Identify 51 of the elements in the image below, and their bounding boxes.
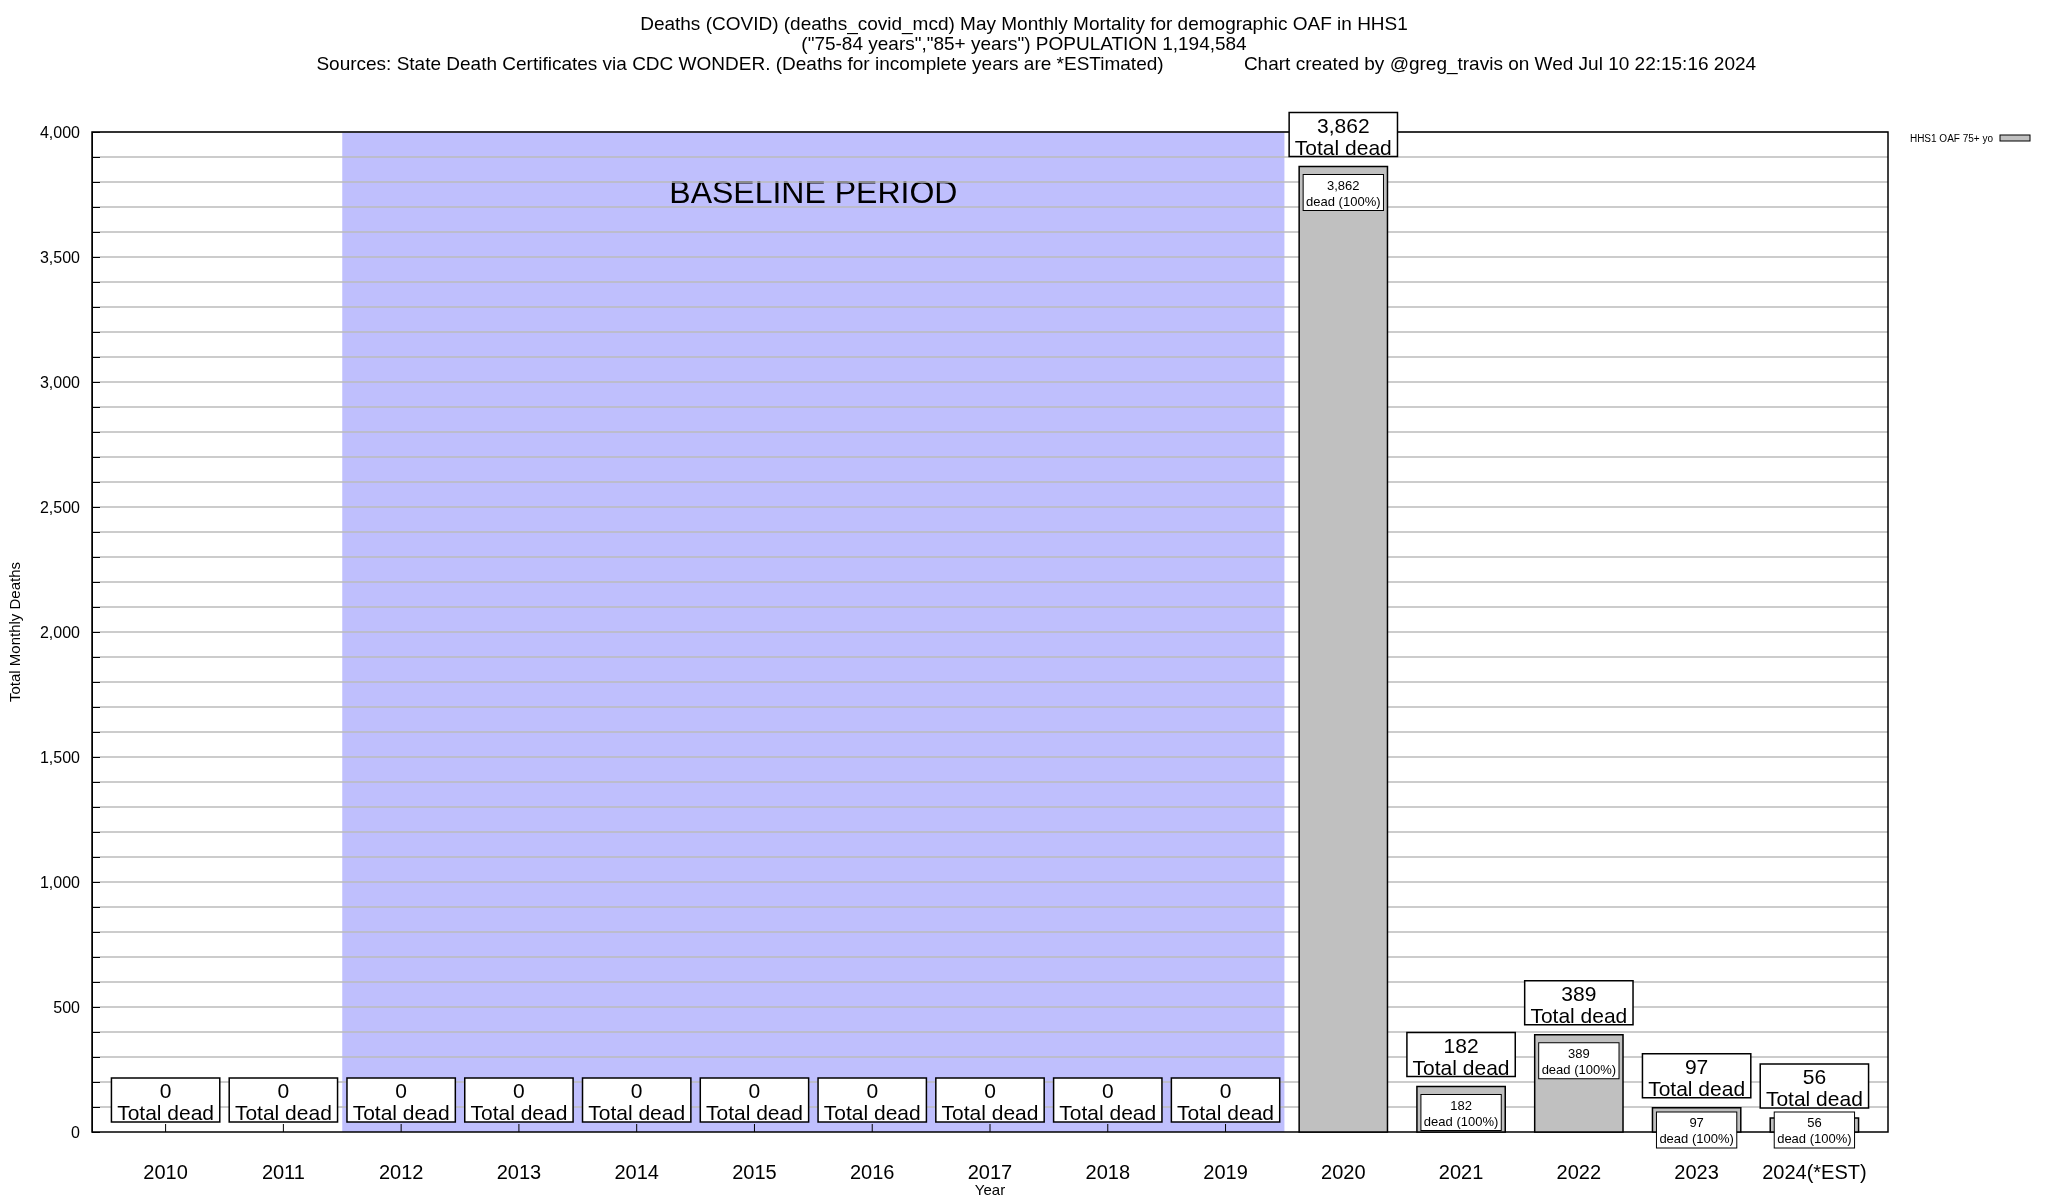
x-tick-label: 2018: [1085, 1161, 1131, 1183]
total-label: 182 Total dead: [1412, 1033, 1510, 1079]
x-tick-label: 2024(*EST): [1762, 1161, 1867, 1183]
y-tick-label: 1,500: [39, 748, 81, 766]
chart-title: Deaths (COVID) (deaths_covid_mcd) May Monthly Mortality for demographic OAF in HHS1: [640, 13, 1408, 35]
x-tick-label: 2010: [143, 1161, 188, 1183]
x-tick-label: 2012: [378, 1161, 424, 1183]
x-tick-label: 2019: [1203, 1161, 1248, 1183]
y-tick-label: 3,500: [39, 248, 81, 266]
total-label: 0 Total dead: [234, 1079, 332, 1124]
total-label: 0 Total dead: [588, 1079, 686, 1124]
y-axis-title: Total Monthly Deaths: [6, 561, 23, 703]
total-label: 0 Total dead: [470, 1079, 568, 1124]
x-axis-title: Year: [974, 1181, 1006, 1198]
legend-label: HHS1 OAF 75+ yo: [1909, 133, 1994, 144]
total-label: 97 Total dead: [1648, 1054, 1746, 1100]
x-tick-label: 2014: [614, 1161, 659, 1183]
y-tick-label: 4,000: [39, 123, 81, 141]
x-tick-label: 2022: [1556, 1161, 1602, 1183]
total-label: 3,862 Total dead: [1294, 113, 1392, 159]
total-label: 389 Total dead: [1530, 981, 1628, 1027]
y-tick-label: 500: [53, 998, 81, 1016]
band-label: BASELINE PERIOD: [669, 174, 958, 210]
total-label: 0 Total dead: [941, 1079, 1039, 1124]
total-label: 0 Total dead: [352, 1079, 450, 1124]
x-tick-label: 2013: [496, 1161, 542, 1183]
total-label: 0 Total dead: [1177, 1079, 1274, 1124]
total-label: 56 Total dead: [1765, 1065, 1863, 1110]
x-tick-label: 2021: [1438, 1161, 1484, 1183]
total-label: 0 Total dead: [117, 1079, 215, 1124]
x-tick-label: 2015: [732, 1161, 777, 1183]
y-tick-label: 2,500: [39, 498, 81, 516]
text: Chart created by @greg_travis on Wed Jul 10 22:15:16 2024: [1243, 53, 1757, 75]
y-tick-label: 1,000: [39, 873, 81, 891]
x-tick-label: 2017: [967, 1161, 1013, 1183]
y-tick-label: 2,000: [39, 623, 81, 641]
data-label: 389 dead (100%): [1541, 1045, 1617, 1077]
x-tick-label: 2023: [1674, 1161, 1719, 1183]
data-label: 182 dead (100%): [1423, 1097, 1499, 1129]
total-label: 0 Total dead: [823, 1079, 921, 1124]
total-label: 0 Total dead: [706, 1079, 803, 1124]
data-label: 3,862 dead (100%): [1306, 177, 1381, 209]
data-label: 97 dead (100%): [1659, 1115, 1734, 1146]
total-label: 0 Total dead: [1059, 1079, 1157, 1124]
x-tick-label: 2020: [1321, 1161, 1366, 1183]
x-tick-label: 2011: [261, 1161, 305, 1183]
x-tick-label: 2016: [849, 1161, 895, 1183]
y-tick-label: 3,000: [39, 373, 81, 391]
y-tick-label: 0: [71, 1123, 81, 1141]
chart-subtitle: ("75-84 years","85+ years") POPULATION 1,194,584: [801, 33, 1248, 54]
source-note: Sources: State Death Certificates via CDC WONDER. (Deaths for incomplete years are *ESTimated): [316, 53, 1164, 74]
